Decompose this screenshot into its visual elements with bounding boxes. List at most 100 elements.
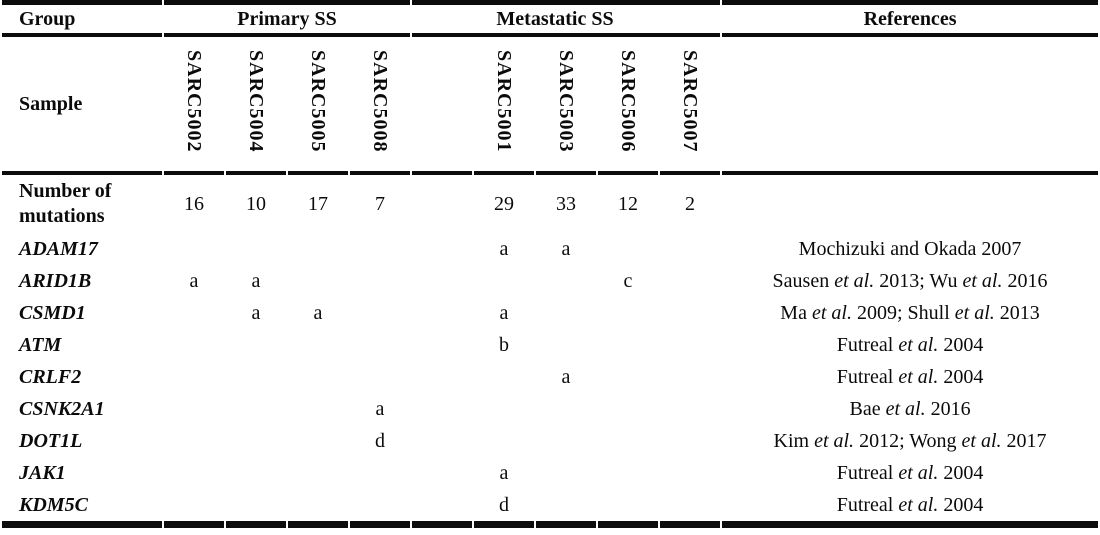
gene-reference: Kim et al. 2012; Wong et al. 2017 (773, 429, 1047, 452)
mutation-flag: a (499, 301, 509, 324)
mutation-flag (164, 233, 224, 265)
mutation-flag: a (251, 301, 261, 324)
mutation-flag (474, 265, 534, 297)
mutation-count-row: Number of mutations 16 10 17 7 29 33 12 … (2, 175, 1098, 233)
mutation-flag (288, 489, 348, 528)
mutation-flag (164, 425, 224, 457)
spacer-cell (412, 175, 472, 233)
mutation-flag (164, 361, 224, 393)
mutation-flag (598, 489, 658, 528)
mutation-flag (536, 457, 596, 489)
sample-name: SARC5004 (245, 50, 267, 153)
mutation-flag (226, 489, 286, 528)
sample-name: SARC5008 (369, 50, 391, 153)
mutation-count: 33 (556, 192, 576, 215)
mutation-flag: a (499, 237, 509, 260)
mutation-flag (350, 265, 410, 297)
mutation-flag (226, 233, 286, 265)
mutation-flag (598, 361, 658, 393)
sample-name: SARC5005 (307, 50, 329, 153)
sample-name-cell: SARC5006 (598, 37, 658, 175)
mutation-flag (598, 233, 658, 265)
mutation-flag (536, 265, 596, 297)
mutation-count: 10 (246, 192, 266, 215)
mutation-flag (350, 297, 410, 329)
sample-name-cell: SARC5005 (288, 37, 348, 175)
gene-row: DOT1L d Kim et al. 2012; Wong et al. 201… (2, 425, 1098, 457)
mutation-count: 29 (494, 192, 514, 215)
mutation-flag: a (561, 365, 571, 388)
gene-reference: Mochizuki and Okada 2007 (798, 237, 1022, 260)
mutation-flag (164, 489, 224, 528)
mutation-flag (474, 361, 534, 393)
mutation-flag (288, 329, 348, 361)
spacer-cell (412, 457, 472, 489)
gene-name: DOT1L (19, 429, 83, 452)
mutation-flag (164, 393, 224, 425)
sample-row: Sample SARC5002 SARC5004 SARC5005 SARC50… (2, 37, 1099, 175)
spacer-cell (412, 329, 472, 361)
gene-reference: Futreal et al. 2004 (836, 333, 984, 356)
mutation-flag (536, 393, 596, 425)
empty-cell (722, 37, 1099, 175)
sample-name-cell: SARC5004 (226, 37, 286, 175)
mutation-count: 12 (618, 192, 638, 215)
mutation-count: 17 (308, 192, 328, 215)
spacer-cell (412, 37, 472, 175)
mutation-flag (164, 457, 224, 489)
mutation-flag: a (499, 461, 509, 484)
metastatic-ss-group-header: Metastatic SS (412, 0, 721, 37)
sample-row-label: Sample (2, 37, 162, 175)
mutation-flag (598, 297, 658, 329)
spacer-cell (412, 393, 472, 425)
mutation-flag (288, 265, 348, 297)
mutation-flag (660, 425, 720, 457)
gene-name: CSMD1 (19, 301, 86, 324)
mutation-flag (226, 425, 286, 457)
mutation-flag: d (474, 489, 534, 528)
gene-reference: Futreal et al. 2004 (836, 365, 984, 388)
mutation-flag (660, 265, 720, 297)
spacer-cell (412, 489, 472, 528)
mutation-count: 2 (685, 192, 696, 215)
mutation-flag (660, 393, 720, 425)
mutation-flag (350, 489, 410, 528)
sample-name-cell: SARC5008 (350, 37, 410, 175)
sample-name: SARC5003 (555, 50, 577, 153)
gene-name: ARID1B (19, 269, 92, 292)
mutation-flag (226, 361, 286, 393)
mutation-flag: a (251, 269, 261, 292)
mutation-flag (288, 361, 348, 393)
gene-row: CSMD1 a a a Ma et al. 2009; Shull et al.… (2, 297, 1098, 329)
mutation-flag (660, 457, 720, 489)
mutation-flag (660, 361, 720, 393)
sample-name-cell: SARC5007 (660, 37, 721, 175)
mutation-flag (660, 489, 721, 528)
mutation-flag: a (189, 269, 199, 292)
gene-row: ADAM17 a a Mochizuki and Okada 2007 (2, 233, 1098, 265)
gene-name: ATM (19, 333, 62, 356)
mutation-flag (598, 329, 658, 361)
mutation-flag (350, 457, 410, 489)
mutation-flag (660, 297, 720, 329)
mutation-flag (536, 489, 596, 528)
sample-name: SARC5006 (617, 50, 639, 153)
mutation-count: 16 (184, 192, 204, 215)
mutation-flag (660, 233, 720, 265)
group-header-row: Group Primary SS Metastatic SS Reference… (2, 0, 1099, 37)
mutation-flag (536, 297, 596, 329)
gene-row: ARID1B a a c Sausen et al. 2013; Wu et a… (2, 265, 1098, 297)
sample-name: SARC5007 (679, 50, 702, 153)
mutation-flag (288, 425, 348, 457)
spacer-cell (412, 361, 472, 393)
gene-reference: Ma et al. 2009; Shull et al. 2013 (780, 301, 1040, 324)
mutation-flag: c (623, 269, 633, 292)
mutation-flag (660, 329, 720, 361)
mutation-flag: b (499, 333, 509, 356)
gene-name: CRLF2 (19, 365, 82, 388)
gene-row: JAK1 a Futreal et al. 2004 (2, 457, 1098, 489)
gene-reference: Sausen et al. 2013; Wu et al. 2016 (772, 269, 1048, 292)
mutation-flag (598, 457, 658, 489)
gene-row: ATM b Futreal et al. 2004 (2, 329, 1098, 361)
